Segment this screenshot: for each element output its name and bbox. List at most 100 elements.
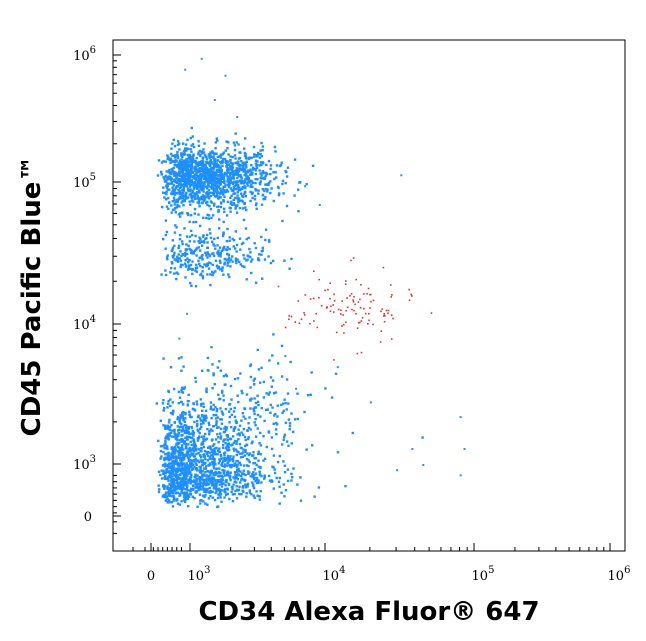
event-dot — [197, 429, 200, 433]
event-dot — [169, 157, 172, 160]
event-dot — [198, 236, 201, 239]
event-dot — [236, 170, 239, 174]
event-dot — [389, 284, 392, 286]
event-dot — [231, 188, 234, 192]
event-dot — [224, 257, 227, 261]
event-dot — [181, 472, 184, 475]
event-dot — [176, 172, 179, 175]
event-dot — [197, 477, 201, 480]
event-dot — [330, 396, 334, 399]
event-dot — [214, 491, 217, 495]
event-dot — [360, 320, 363, 322]
event-dot — [345, 280, 347, 282]
event-dot — [186, 257, 189, 260]
event-dot — [235, 420, 238, 424]
event-dot — [212, 472, 215, 475]
event-dot — [205, 237, 208, 240]
event-dot — [207, 446, 210, 449]
event-dot — [241, 161, 244, 164]
event-dot — [172, 138, 175, 142]
event-dot — [229, 174, 232, 177]
event-dot — [249, 255, 252, 259]
event-dot — [201, 258, 204, 261]
event-dot — [220, 418, 224, 421]
event-dot — [235, 440, 239, 443]
event-dot — [206, 459, 209, 462]
event-dot — [178, 456, 182, 460]
event-dot — [208, 476, 211, 480]
event-dot — [224, 383, 227, 386]
event-dot — [175, 499, 178, 502]
event-dot — [170, 182, 174, 185]
event-dot — [200, 404, 203, 407]
event-dot — [235, 250, 238, 253]
event-dot — [333, 299, 336, 302]
event-dot — [252, 471, 255, 474]
event-dot — [184, 491, 187, 494]
event-dot — [193, 183, 196, 186]
event-dot — [227, 460, 230, 463]
event-dot — [272, 171, 275, 174]
event-dot — [175, 177, 178, 180]
event-dot — [259, 161, 263, 164]
event-dot — [193, 197, 197, 200]
event-dot — [247, 436, 250, 439]
event-dot — [195, 447, 198, 450]
event-dot — [227, 176, 231, 179]
event-dot — [192, 177, 196, 180]
event-dot — [198, 205, 201, 208]
event-dot — [226, 147, 229, 150]
event-dot — [228, 457, 231, 460]
event-dot — [182, 442, 186, 445]
event-dot — [200, 189, 204, 192]
event-dot — [165, 230, 169, 234]
event-dot — [169, 159, 172, 162]
event-dot — [202, 473, 206, 477]
event-dot — [189, 203, 192, 206]
event-dot — [186, 429, 189, 433]
event-dot — [170, 147, 173, 150]
event-dot — [231, 203, 234, 206]
event-dot — [192, 160, 195, 164]
event-dot — [183, 458, 186, 461]
event-dot — [197, 163, 201, 166]
event-dot — [259, 453, 262, 456]
event-dot — [172, 467, 175, 470]
event-dot — [224, 373, 228, 376]
event-dot — [264, 408, 268, 412]
event-dot — [197, 183, 200, 186]
event-dot — [215, 180, 218, 184]
event-dot — [180, 438, 183, 441]
event-dot — [246, 482, 250, 486]
event-dot — [205, 254, 208, 257]
event-dot — [183, 386, 187, 389]
event-dot — [173, 145, 177, 148]
event-dot — [235, 243, 239, 247]
event-dot — [208, 433, 211, 436]
event-dot — [236, 377, 240, 380]
event-dot — [175, 486, 179, 489]
event-dot — [229, 210, 232, 213]
event-dot — [218, 182, 221, 185]
event-dot — [242, 181, 245, 184]
event-dot — [197, 246, 200, 249]
event-dot — [243, 178, 247, 181]
event-dot — [239, 248, 242, 251]
event-dot — [232, 176, 235, 179]
plot-area-frame — [112, 39, 626, 552]
event-dot — [275, 164, 279, 167]
event-dot — [258, 471, 261, 474]
event-dot — [223, 263, 226, 266]
event-dot — [173, 161, 176, 164]
event-dot — [185, 491, 189, 495]
event-dot — [219, 180, 223, 184]
event-dot — [214, 446, 218, 450]
event-dot — [173, 193, 177, 196]
event-dot — [192, 484, 195, 487]
event-dot — [169, 456, 172, 459]
event-dot — [183, 162, 186, 165]
event-dot — [176, 191, 179, 195]
event-dot — [188, 177, 191, 180]
event-dot — [200, 488, 203, 491]
event-dot — [266, 408, 270, 411]
